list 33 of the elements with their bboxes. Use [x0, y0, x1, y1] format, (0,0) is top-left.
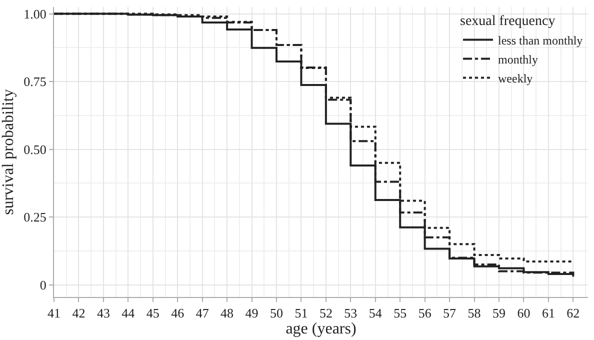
x-tick-label: 52 — [319, 306, 332, 321]
y-tick-label: 1.00 — [24, 6, 46, 22]
x-tick-label: 61 — [542, 306, 555, 321]
y-tick-label: 0.50 — [24, 142, 46, 157]
y-tick-label: 0 — [40, 277, 46, 292]
x-tick-label: 56 — [418, 306, 432, 321]
legend-label: weekly — [498, 71, 533, 86]
x-tick-label: 59 — [492, 306, 506, 321]
x-tick-label: 47 — [196, 306, 210, 321]
y-axis-title: survival probability — [0, 89, 17, 215]
x-axis-title: age (years) — [286, 320, 356, 338]
x-tick-label: 55 — [394, 306, 407, 321]
y-tick-label: 0.25 — [24, 210, 46, 225]
x-tick-label: 44 — [122, 306, 136, 321]
x-tick-label: 62 — [566, 306, 580, 321]
x-tick-label: 49 — [245, 306, 258, 321]
legend-title: sexual frequency — [460, 14, 556, 30]
x-tick-label: 46 — [171, 306, 185, 321]
y-tick-label: 0.75 — [24, 74, 46, 90]
x-tick-label: 43 — [96, 306, 110, 321]
x-tick-label: 48 — [220, 306, 234, 321]
x-tick-label: 58 — [468, 306, 481, 321]
x-tick-label: 41 — [48, 306, 60, 321]
x-tick-label: 45 — [146, 306, 160, 321]
x-tick-label: 51 — [294, 306, 308, 321]
x-tick-label: 50 — [270, 306, 283, 321]
x-tick-label: 42 — [72, 306, 86, 321]
x-tick-label: 54 — [368, 306, 382, 321]
legend-label: less than monthly — [498, 33, 583, 48]
x-tick-label: 57 — [443, 306, 457, 321]
x-tick-label: 53 — [344, 306, 358, 321]
legend-label: monthly — [498, 52, 538, 66]
x-tick-label: 60 — [517, 306, 530, 321]
